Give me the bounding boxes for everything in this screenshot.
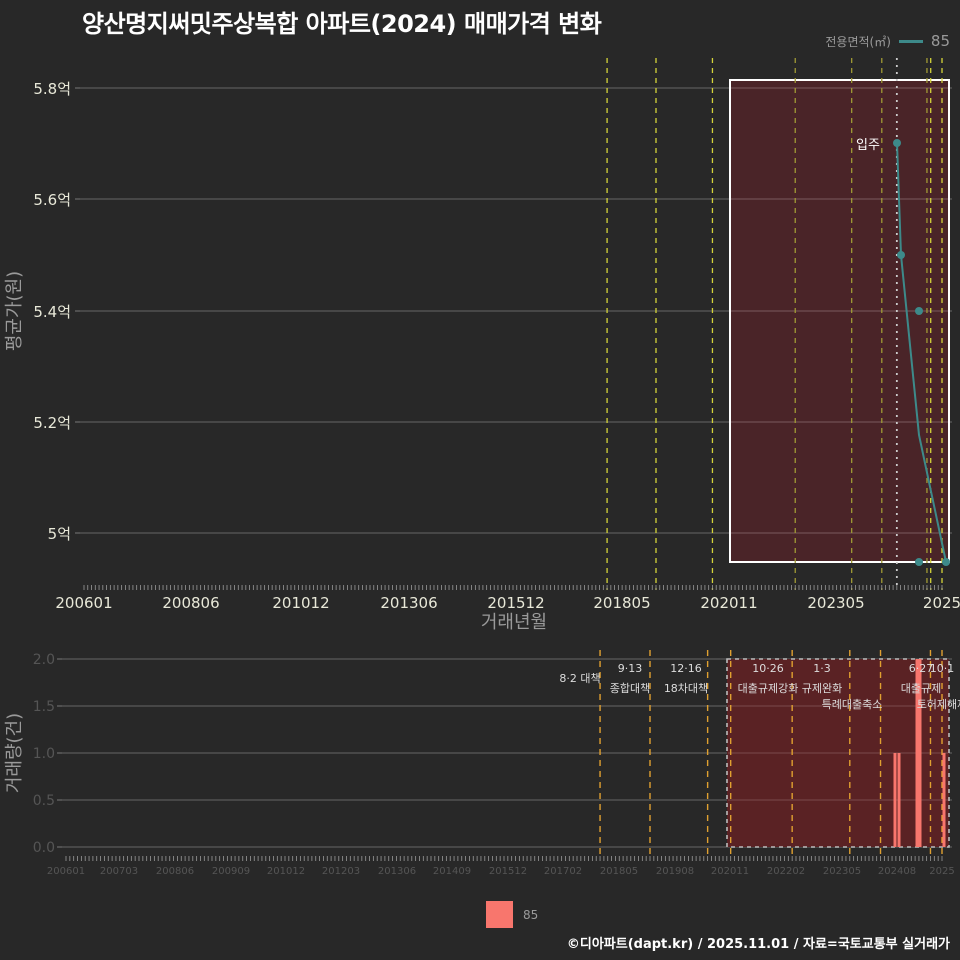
x-tick-label: 201805 xyxy=(600,866,638,877)
x-tick-label: 200601 xyxy=(47,866,85,877)
policy-date-label: 1·3 xyxy=(813,662,831,675)
y-axis-title: 거래량(건) xyxy=(4,713,25,793)
x-tick-label: 202011 xyxy=(711,866,749,877)
policy-name-label: 8·2 대책 xyxy=(559,672,600,685)
x-tick-label: 201908 xyxy=(656,866,694,877)
x-tick-label: 201203 xyxy=(322,866,360,877)
x-tick-label: 2025 xyxy=(923,594,960,612)
x-tick-label: 202305 xyxy=(823,866,861,877)
policy-date-label: 9·13 xyxy=(618,662,643,675)
volume-bar xyxy=(943,753,946,847)
y-tick-label: 1.5 xyxy=(33,699,55,715)
policy-name-label: 종합대책 xyxy=(610,682,650,695)
y-tick-label: 5.2억 xyxy=(33,414,71,432)
policy-name-label: 특례대출축소 xyxy=(822,698,883,711)
x-tick-label: 201306 xyxy=(378,866,416,877)
x-tick-label: 201512 xyxy=(489,866,527,877)
y-axis-title: 평균가(원) xyxy=(4,271,25,351)
volume-bar xyxy=(898,753,901,847)
policy-name-label: 대출규제 xyxy=(901,682,941,695)
x-tick-label: 201409 xyxy=(433,866,471,877)
price-point xyxy=(942,558,950,566)
x-tick-label: 201012 xyxy=(267,866,305,877)
y-tick-label: 5억 xyxy=(48,525,71,543)
highlight-region xyxy=(730,80,949,562)
y-tick-label: 1.0 xyxy=(33,746,55,762)
x-tick-label: 2025 xyxy=(929,866,954,877)
x-tick-label: 200703 xyxy=(100,866,138,877)
x-tick-label: 201012 xyxy=(272,594,329,612)
entry-label: 입주 xyxy=(856,138,880,153)
x-tick-label: 202305 xyxy=(807,594,864,612)
x-tick-label: 202011 xyxy=(700,594,757,612)
policy-date-label: 12·16 xyxy=(670,662,702,675)
policy-name-label: 대출규제강화 xyxy=(738,682,799,695)
x-tick-label: 201306 xyxy=(380,594,437,612)
policy-date-label: 10·26 xyxy=(752,662,784,675)
price-point xyxy=(893,139,901,147)
x-tick-label: 202408 xyxy=(878,866,916,877)
policy-name-label: 18차대책 xyxy=(664,682,708,695)
x-tick-label: 200806 xyxy=(162,594,219,612)
y-tick-label: 0.0 xyxy=(33,840,55,856)
price-point xyxy=(897,251,905,259)
y-tick-label: 2.0 xyxy=(33,652,55,668)
x-tick-label: 200601 xyxy=(55,594,112,612)
x-axis-title: 거래년월 xyxy=(481,612,547,633)
x-tick-label: 201702 xyxy=(544,866,582,877)
policy-date-label: 10·1 xyxy=(930,662,955,675)
x-tick-label: 201512 xyxy=(487,594,544,612)
y-tick-label: 5.8억 xyxy=(33,80,71,98)
volume-bar xyxy=(894,753,897,847)
policy-name-label: 규제완화 xyxy=(802,682,842,695)
chart-canvas: 입주 5.8억 5.6억 5.4억 5.2억 5억 200601 200806 201012 20… xyxy=(0,0,960,960)
footer-credit: ©디아파트(dapt.kr) / 2025.11.01 / 자료=국토교통부 실… xyxy=(567,933,950,952)
x-tick-label: 200806 xyxy=(156,866,194,877)
x-tick-label: 200909 xyxy=(212,866,250,877)
y-tick-label: 5.4억 xyxy=(33,303,71,321)
legend-bar-swatch xyxy=(486,901,513,928)
x-tick-label: 202202 xyxy=(767,866,805,877)
policy-name-label: 토허제해제 xyxy=(917,697,960,711)
policy-date-label: 9·7 xyxy=(843,0,861,3)
y-tick-label: 0.5 xyxy=(33,793,55,809)
y-tick-label: 5.6억 xyxy=(33,191,71,209)
legend-bottom-item-85: 85 xyxy=(523,908,538,922)
price-point xyxy=(915,558,923,566)
legend-bottom: 85 xyxy=(486,901,538,928)
price-point xyxy=(915,307,923,315)
x-tick-label: 201805 xyxy=(593,594,650,612)
